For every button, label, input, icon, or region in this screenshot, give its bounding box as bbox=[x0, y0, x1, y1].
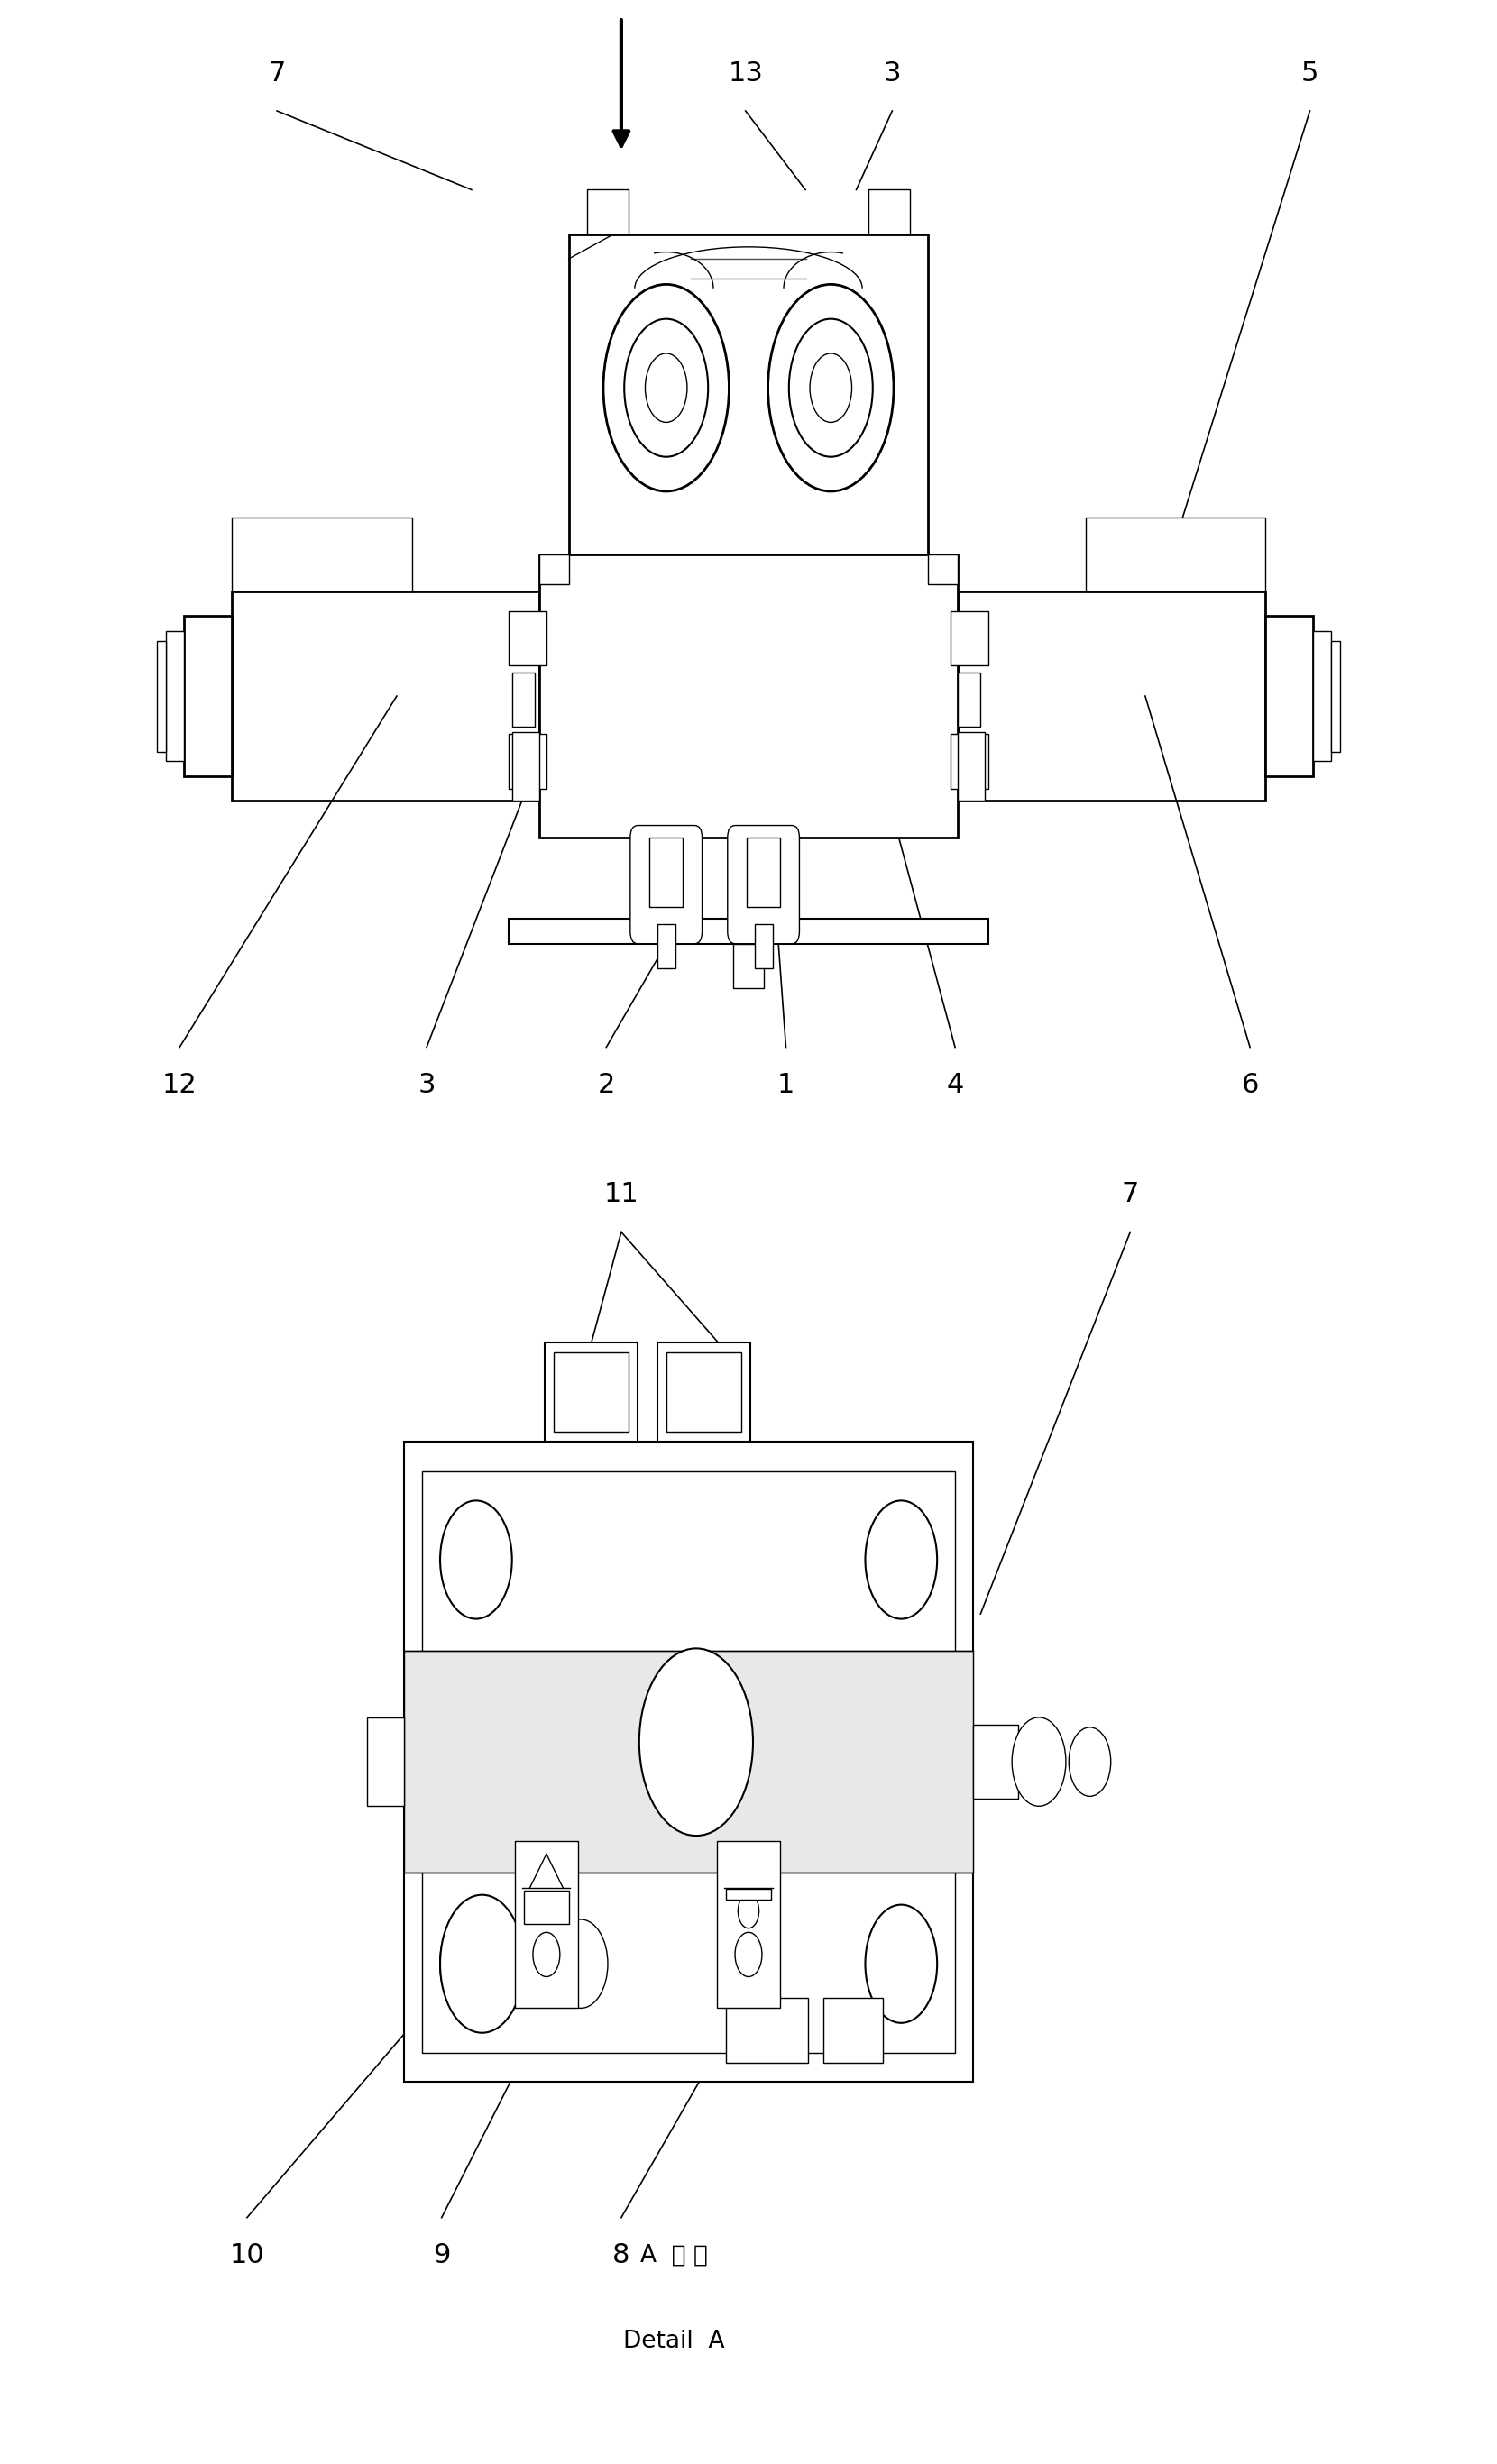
Bar bbox=[184, 616, 232, 776]
Text: 2: 2 bbox=[597, 1072, 615, 1099]
Text: 9: 9 bbox=[433, 2242, 451, 2269]
Circle shape bbox=[603, 283, 729, 490]
Text: 13: 13 bbox=[728, 59, 763, 86]
Bar bbox=[717, 1841, 780, 2008]
Bar bbox=[545, 1343, 638, 1441]
Bar bbox=[509, 734, 546, 788]
Text: 5: 5 bbox=[1301, 59, 1319, 86]
FancyBboxPatch shape bbox=[728, 825, 799, 944]
Bar bbox=[657, 924, 675, 968]
Text: 11: 11 bbox=[603, 1180, 639, 1207]
Circle shape bbox=[865, 1501, 937, 1619]
Bar bbox=[524, 1890, 569, 1924]
Circle shape bbox=[554, 1919, 608, 2008]
Bar bbox=[1085, 517, 1265, 591]
Bar bbox=[554, 1353, 629, 1432]
Bar bbox=[509, 919, 988, 944]
Text: 1: 1 bbox=[777, 1072, 795, 1099]
Bar bbox=[973, 1725, 1018, 1799]
Bar bbox=[509, 611, 546, 665]
Bar bbox=[367, 1717, 404, 1806]
Bar bbox=[232, 591, 539, 801]
Text: A  詳 細: A 詳 細 bbox=[639, 2242, 708, 2267]
Circle shape bbox=[810, 352, 852, 421]
Circle shape bbox=[789, 318, 873, 456]
Bar bbox=[726, 1998, 808, 2062]
Bar bbox=[951, 734, 988, 788]
Text: Detail  A: Detail A bbox=[623, 2328, 725, 2353]
Text: 7: 7 bbox=[1121, 1180, 1139, 1207]
Bar bbox=[157, 641, 166, 752]
Circle shape bbox=[440, 1895, 524, 2033]
Circle shape bbox=[533, 1932, 560, 1976]
Text: 6: 6 bbox=[1241, 1072, 1259, 1099]
Text: 3: 3 bbox=[418, 1072, 436, 1099]
Text: 8: 8 bbox=[612, 2242, 630, 2269]
Circle shape bbox=[440, 1905, 512, 2023]
Bar bbox=[512, 732, 539, 801]
Bar bbox=[569, 234, 928, 554]
Bar bbox=[1265, 616, 1313, 776]
Bar bbox=[166, 631, 184, 761]
Text: 7: 7 bbox=[268, 59, 286, 86]
Bar bbox=[734, 944, 763, 988]
Bar bbox=[515, 1841, 578, 2008]
Bar bbox=[539, 554, 958, 838]
Circle shape bbox=[639, 1648, 753, 1836]
Bar bbox=[232, 517, 412, 591]
Text: 4: 4 bbox=[946, 1072, 964, 1099]
Bar bbox=[1313, 631, 1331, 761]
Circle shape bbox=[645, 352, 687, 421]
Bar bbox=[754, 924, 772, 968]
Circle shape bbox=[624, 318, 708, 456]
Circle shape bbox=[738, 1895, 759, 1929]
Text: 12: 12 bbox=[162, 1072, 198, 1099]
Circle shape bbox=[1069, 1727, 1111, 1796]
Circle shape bbox=[768, 283, 894, 490]
Bar bbox=[747, 838, 780, 907]
Bar bbox=[726, 1890, 771, 1900]
Bar bbox=[539, 554, 569, 584]
Bar bbox=[404, 1441, 973, 2082]
Bar bbox=[928, 554, 958, 584]
Circle shape bbox=[440, 1501, 512, 1619]
Circle shape bbox=[865, 1905, 937, 2023]
Bar bbox=[958, 673, 981, 727]
Bar bbox=[958, 732, 985, 801]
Circle shape bbox=[735, 1932, 762, 1976]
Bar bbox=[512, 673, 534, 727]
Bar bbox=[823, 1998, 883, 2062]
Bar bbox=[666, 1353, 741, 1432]
Bar bbox=[650, 838, 683, 907]
Text: 10: 10 bbox=[229, 2242, 265, 2269]
Bar bbox=[1331, 641, 1340, 752]
Bar bbox=[422, 1471, 955, 2053]
Bar bbox=[868, 190, 910, 234]
Bar bbox=[587, 190, 629, 234]
Bar bbox=[958, 591, 1265, 801]
Bar bbox=[657, 1343, 750, 1441]
Circle shape bbox=[1012, 1717, 1066, 1806]
FancyBboxPatch shape bbox=[630, 825, 702, 944]
Text: 3: 3 bbox=[883, 59, 901, 86]
Bar bbox=[404, 1651, 973, 1873]
Bar bbox=[951, 611, 988, 665]
